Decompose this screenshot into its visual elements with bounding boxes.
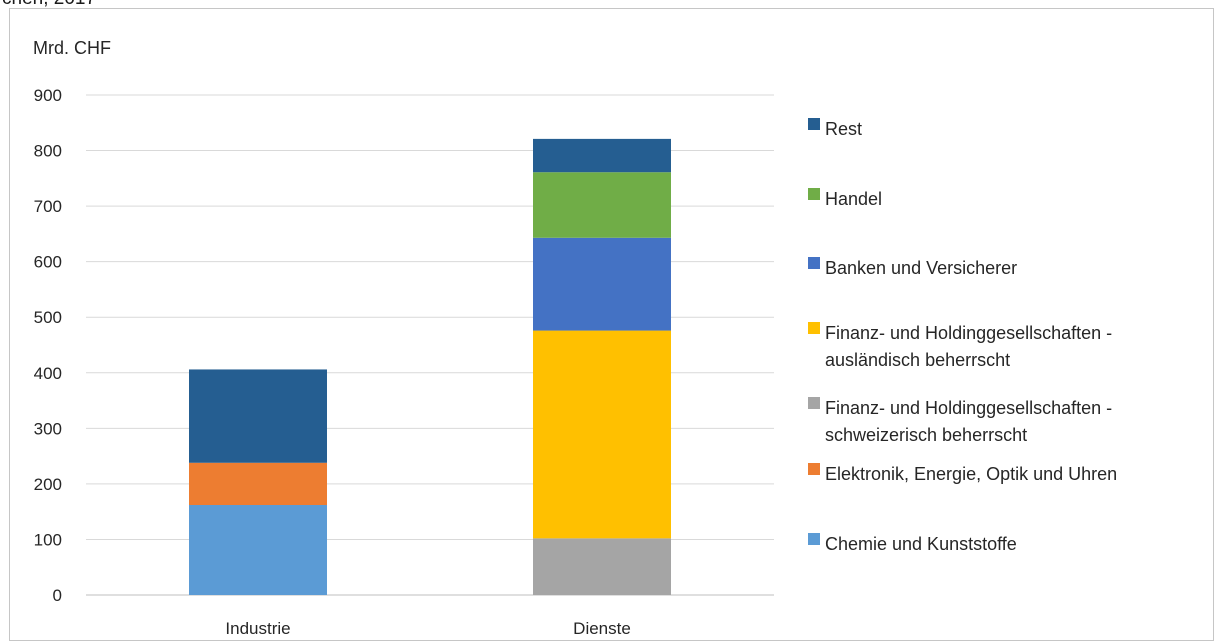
bar-segment [189, 369, 327, 463]
y-tick-label: 800 [34, 142, 62, 161]
legend-swatch [808, 257, 820, 269]
y-tick-label: 900 [34, 86, 62, 105]
legend-item: Rest [808, 118, 862, 139]
y-tick-label: 400 [34, 364, 62, 383]
y-tick-label: 300 [34, 419, 62, 438]
legend-label: schweizerisch beherrscht [825, 425, 1027, 445]
y-tick-label: 600 [34, 253, 62, 272]
legend: Rest Handel Banken und Versicherer Finanz- … [808, 118, 1117, 554]
y-tick-label: 0 [53, 586, 62, 605]
legend-label: Handel [825, 189, 882, 209]
stacked-bar-chart: Mrd. CHF 0 100 200 300 400 500 600 700 800 900 In… [33, 38, 1117, 638]
y-tick-label: 200 [34, 475, 62, 494]
bar-segment [533, 538, 671, 595]
bar-segment [533, 172, 671, 238]
bar-segment [533, 138, 671, 173]
bar-segment [533, 237, 671, 331]
legend-swatch [808, 188, 820, 200]
legend-label: ausländisch beherrscht [825, 350, 1010, 370]
legend-item: Banken und Versicherer [808, 257, 1017, 278]
bar-segment [189, 505, 327, 595]
bar-segment [533, 330, 671, 539]
legend-label: Finanz- und Holdinggesellschaften - [825, 323, 1112, 343]
legend-label: Chemie und Kunststoffe [825, 534, 1017, 554]
y-axis-ticks: 0 100 200 300 400 500 600 700 800 900 [34, 86, 62, 605]
x-axis-ticks: Industrie Dienste [225, 619, 630, 638]
legend-swatch [808, 118, 820, 130]
chart-title-fragment: chen, 2017 [2, 0, 96, 10]
y-tick-label: 100 [34, 530, 62, 549]
legend-item: Elektronik, Energie, Optik und Uhren [808, 463, 1117, 484]
legend-label: Elektronik, Energie, Optik und Uhren [825, 464, 1117, 484]
bar-segment [189, 462, 327, 505]
legend-label: Rest [825, 119, 862, 139]
legend-swatch [808, 533, 820, 545]
legend-swatch [808, 463, 820, 475]
x-tick-label: Industrie [225, 619, 290, 638]
y-unit-label: Mrd. CHF [33, 38, 111, 58]
legend-item: Handel [808, 188, 882, 209]
y-tick-label: 700 [34, 197, 62, 216]
legend-swatch [808, 397, 820, 409]
legend-item: Chemie und Kunststoffe [808, 533, 1017, 554]
bars [189, 138, 671, 595]
legend-item: Finanz- und Holdinggesellschaften - auslä… [808, 322, 1112, 370]
legend-label: Banken und Versicherer [825, 258, 1017, 278]
x-tick-label: Dienste [573, 619, 631, 638]
legend-item: Finanz- und Holdinggesellschaften - schwe… [808, 397, 1112, 445]
y-tick-label: 500 [34, 308, 62, 327]
legend-label: Finanz- und Holdinggesellschaften - [825, 398, 1112, 418]
chart-frame: Mrd. CHF 0 100 200 300 400 500 600 700 800 900 In… [9, 8, 1214, 641]
legend-swatch [808, 322, 820, 334]
